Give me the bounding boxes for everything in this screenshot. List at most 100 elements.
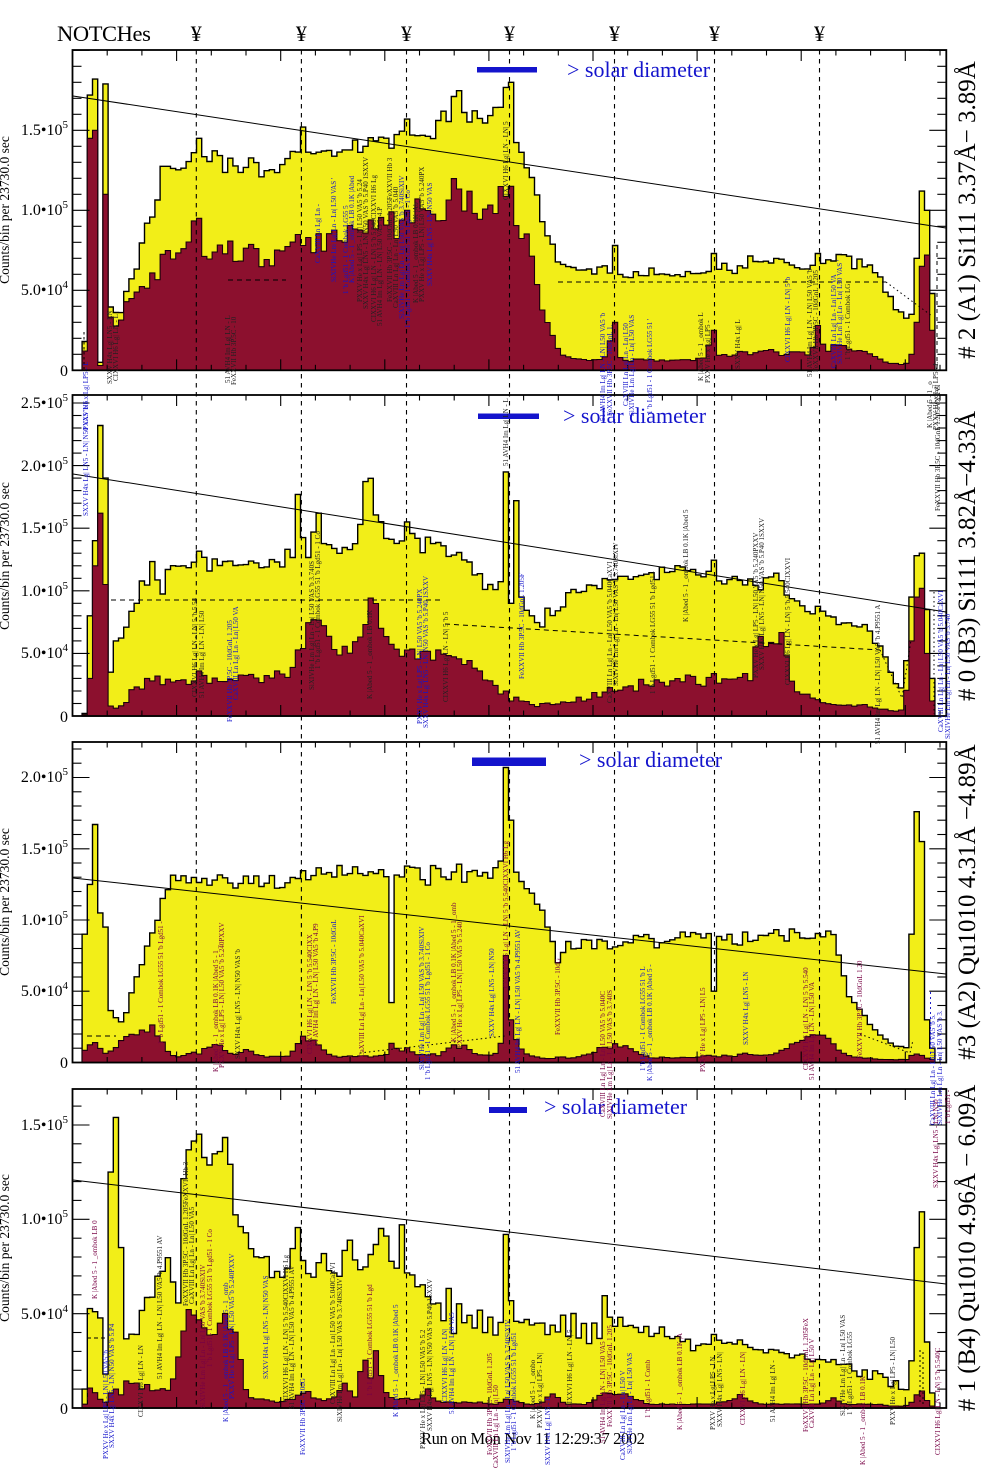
svg-text:CIXXVI H6 Lg| LN - LN| 5 'b 5.: CIXXVI H6 Lg| LN - LN| 5 'b 5.540CIXXVI … (502, 841, 510, 988)
svg-text:K |Abed 5 - 1 _ombok LB 0: K |Abed 5 - 1 _ombok LB 0 (91, 1220, 99, 1299)
svg-text:FeXXVII Hb 3P.5C - 10dGnL 1.: FeXXVII Hb 3P.5C - 10dGnL 1. (606, 324, 614, 416)
svg-text:> solar diameter: > solar diameter (579, 747, 723, 772)
svg-text:1.0•105: 1.0•105 (21, 1208, 69, 1228)
svg-text:CaXVIII Ln Lg| Ln - Ln| L50 V: CaXVIII Ln Lg| Ln - Ln| L50 V (619, 1370, 627, 1460)
svg-text:CaXVIII Ln Lg| Ln - Ln| L50: CaXVIII Ln Lg| Ln - Ln| L50 (492, 1385, 500, 1468)
svg-text:> solar diameter: > solar diameter (567, 57, 711, 82)
svg-text:> solar diameter: > solar diameter (563, 403, 707, 428)
svg-text:1 'b Lgd51 - 1 Combok LG55 5: 1 'b Lgd51 - 1 Combok LG55 5 (342, 205, 350, 294)
svg-text:¥: ¥ (401, 21, 412, 46)
svg-text:FeXXVII Hb 3P.5C - 10dGnL 1.20: FeXXVII Hb 3P.5C - 10dGnL 1.205FeXXVII H… (386, 157, 394, 302)
svg-text:K |Abed 5 - 1 _ombok LB 0.1K |: K |Abed 5 - 1 _ombok LB 0.1K |A (676, 1333, 684, 1430)
svg-text:2.0•105: 2.0•105 (21, 766, 69, 786)
svg-text:1 'b Lgd51 - 1 Combok LG55 51: 1 'b Lgd51 - 1 Combok LG55 51 'b Lgd51 -… (424, 942, 432, 1080)
svg-text:CaXVIII Ln Lg| Ln - Ln| L50 VA: CaXVIII Ln Lg| Ln - Ln| L50 VA5 'b 5.040 (392, 186, 400, 308)
svg-text:0: 0 (60, 1055, 68, 1072)
svg-text:51 AVH4 Im Lg| LN - LN| L50 VA: 51 AVH4 Im Lg| LN - LN| L50 VA5 (448, 1312, 456, 1414)
svg-text:SiXIVHe Lm Lg| Ln - Ln| L50 VA: SiXIVHe Lm Lg| Ln - Ln| L50 VAS 'b 3.740… (612, 543, 620, 686)
svg-text:SiXIVHe Lm Lg| Ln - Ln| L50 VA: SiXIVHe Lm Lg| Ln - Ln| L50 VAS 'b 3.740 (944, 613, 952, 739)
svg-text:Run on Mon Nov 11 12:29:37 200: Run on Mon Nov 11 12:29:37 2002 (421, 1429, 645, 1448)
svg-text:K |Abed 5 - 1 _ombok LB 0.1K: K |Abed 5 - 1 _ombok LB 0.1K (859, 1376, 867, 1465)
svg-text:2.0•105: 2.0•105 (21, 455, 69, 475)
svg-text:FeXXVII Hb 3P.5C - 10dG: FeXXVII Hb 3P.5C - 10dG (299, 1378, 307, 1455)
svg-text:FeXXVII Hb 3P.5C - 10dGnL 1.20: FeXXVII Hb 3P.5C - 10dGnL 1.205FeXXVII H… (182, 1161, 190, 1306)
svg-text:CIXXVI H6 Lg| LN - LN| 5 'b 5.: CIXXVI H6 Lg| LN - LN| 5 'b 5.540CIXX (306, 934, 314, 1054)
svg-text:K |Abed 5 - 1 _ombok LB 0.1K |: K |Abed 5 - 1 _ombok LB 0.1K |Ab (412, 202, 420, 303)
svg-text:CaXVIII Ln Lg| Ln - Ln| L50 VA: CaXVIII Ln Lg| Ln - Ln| L50 VA (232, 606, 240, 700)
svg-text:51 AVH4 Im Lg| LN - LN| L50 VA: 51 AVH4 Im Lg| LN - LN| L50 VA5 'b (806, 268, 814, 377)
svg-text:K |Abed 5 - 1 _o: K |Abed 5 - 1 _o (926, 381, 934, 428)
svg-text:51 AVH4 Im Lg| LN - L: 51 AVH4 Im Lg| LN - L (224, 315, 232, 383)
svg-text:FeXXVII Hb 3P.5C - 10dGnL 1.20: FeXXVII Hb 3P.5C - 10dGnL 1.205 (486, 1353, 494, 1455)
svg-text:CaXVIII Ln Lg| Ln - Ln| L50 VA: CaXVIII Ln Lg| Ln - Ln| L50 VA5 'b 5.040… (606, 561, 614, 703)
svg-text:PXXV He x Lg| LP5 - LN| L50 VA: PXXV He x Lg| LP5 - LN| L50 VA5 'b 5.240… (228, 1254, 236, 1399)
svg-text:CIXXVI H6 Lg| LN - LN| 5 'b 5.: CIXXVI H6 Lg| LN - LN| 5 'b 5.54 (191, 597, 199, 697)
svg-text:SXXV H4x Lg| LN5 - LN| N50: SXXV H4x Lg| LN5 - LN| N50 (932, 1099, 940, 1188)
svg-text:SXXV H4x Lg| LN5 - LN| N50: SXXV H4x Lg| LN5 - LN| N50 (488, 948, 496, 1037)
svg-text:¥: ¥ (296, 21, 307, 46)
svg-text:PXXV He x Lg| LP5 - L: PXXV He x Lg| LP5 - L (82, 361, 90, 430)
svg-text:FeXXVII Hb 3P.5C - 10dGnL 1.20: FeXXVII Hb 3P.5C - 10dGnL 1.205F (518, 573, 526, 679)
svg-text:1 'b Lgd51 -: 1 'b Lgd51 - (944, 1089, 952, 1124)
svg-text:0: 0 (60, 709, 68, 726)
svg-text:1 'b Lgd51 - 1 Combok LG55 51: 1 'b Lgd51 - 1 Combok LG55 51 'b Lgd51 -… (314, 531, 322, 669)
svg-text:SXXV H4x Lg| LN5 - LN: SXXV H4x Lg| LN5 - LN (106, 311, 114, 384)
svg-text:SiXIVHe Lm Lg| Ln - Ln| L50 VA: SiXIVHe Lm Lg| Ln - Ln| L50 VAS (628, 315, 636, 416)
svg-text:0: 0 (60, 363, 68, 380)
svg-text:FeXXVII Hb 3P.5C - 10dGnL 1.20: FeXXVII Hb 3P.5C - 10dGnL 1.205 (606, 1325, 614, 1427)
svg-text:# 1 (B4) Qu1010 4.96Å − 6.09Å: # 1 (B4) Qu1010 4.96Å − 6.09Å (954, 1085, 981, 1412)
svg-text:1.0•105: 1.0•105 (21, 199, 69, 219)
svg-text:1 'b Lgd51 - 1 Combok LG55 51: 1 'b Lgd51 - 1 Combok LG55 51 'b Lgd (366, 1284, 374, 1396)
svg-text:K |Abed 5 - 1 _ombok LB 0.1K |: K |Abed 5 - 1 _ombok LB 0.1K |Abed 5 (682, 509, 690, 622)
svg-text:CIXXVI H6 Lg| LN - LN| 5: CIXXVI H6 Lg| LN - LN| 5 (502, 121, 510, 200)
svg-text:PXXV He x Lg| LP5 - LN| L50 VA: PXXV He x Lg| LP5 - LN| L50 VA5 'b 5.2 (419, 1329, 427, 1449)
svg-text:CIXXVI H6 Lg| LN - LN| 5 'b: CIXXVI H6 Lg| LN - LN| 5 'b (784, 276, 792, 362)
svg-text:SiXIVHe Lm Lg| Ln - Ln| L50 VA: SiXIVHe Lm Lg| Ln - Ln| L50 VAS 'b 3.740… (418, 927, 426, 1070)
svg-text:¥: ¥ (504, 21, 515, 46)
svg-text:CaXVIII Ln Lg| Ln - Ln| L50 VA: CaXVIII Ln Lg| Ln - Ln| L50 VA5 'b 5.040… (358, 915, 366, 1057)
svg-text:SiXIVHe Lm Lg| Ln - Ln| L50 VA: SiXIVHe Lm Lg| Ln - Ln| L50 VAS 'b 3. (936, 1010, 944, 1125)
svg-text:CIXXVI H6 Lg| LN - LN|: CIXXVI H6 Lg| LN - LN| (739, 1352, 747, 1425)
svg-text:CIXXVI H6 Lg| LN - LN| 5 'b 5.: CIXXVI H6 Lg| LN - LN| 5 'b 5.540CIXXVI … (282, 1255, 290, 1402)
svg-text:CaXVIII Ln Lg| Ln - Ln| L50 VA: CaXVIII Ln Lg| Ln - Ln| L50 VA5 'b 5.040… (329, 1262, 337, 1404)
svg-text:51 AVH4 Im Lg| LN - LN| L50 VA: 51 AVH4 Im Lg| LN - LN| L50 VA5 'b 4.P95… (874, 605, 882, 744)
svg-text:FeXXVII Hb 3P.5C - 10dGnL 1.20: FeXXVII Hb 3P.5C - 10dGnL 1.205FeX (802, 1318, 810, 1432)
svg-text:Counts/bin per 23730.0 sec: Counts/bin per 23730.0 sec (0, 482, 12, 630)
svg-text:0: 0 (60, 1401, 68, 1418)
svg-text:51 AVH4 Im Lg| LN - L: 51 AVH4 Im Lg| LN - L (502, 398, 510, 466)
svg-text:51 AVH4 Im Lg| LN - LN| L50 VA: 51 AVH4 Im Lg| LN - LN| L50 VA5 'b 4.P95… (288, 1265, 296, 1409)
svg-text:PXXV He x Lg| LP5 -: PXXV He x Lg| LP5 - (704, 320, 712, 383)
svg-text:CaXVIII Ln Lg| Ln - Ln| L50 VA: CaXVIII Ln Lg| Ln - Ln| L50 VA5 'b 5.040… (937, 590, 945, 732)
svg-text:PXXV He x Lg| LP5 - LN| L50 VA: PXXV He x Lg| LP5 - LN| L50 VA5 'b 5.24 (356, 179, 364, 302)
svg-text:¥: ¥ (191, 21, 202, 46)
svg-text:CIXXVI H6 Lg| LN - LN| 5 'b 5.: CIXXVI H6 Lg| LN - LN| 5 'b 5.540CIXXVI (784, 557, 792, 685)
svg-text:CaXVIII Ln Lg| Ln - Ln| L50: CaXVIII Ln Lg| Ln - Ln| L50 (622, 323, 630, 406)
svg-text:CIXXVI H6 Lg| LN - LN: CIXXVI H6 Lg| LN - LN (137, 1345, 145, 1417)
svg-text:FeXXVII Hb 3P.5C - 10dGnL 1.20: FeXXVII Hb 3P.5C - 10dGnL 1.20 (856, 960, 864, 1059)
svg-text:1.0•105: 1.0•105 (21, 909, 69, 929)
svg-text:CIXXVI H6 Lg| LN - LN| 5 'b 5.: CIXXVI H6 Lg| LN - LN| 5 'b 5.540C (934, 1347, 942, 1455)
svg-text:1 'b Lgd51 - 1 Combok LG55 51: 1 'b Lgd51 - 1 Combok LG55 51 'b L (639, 966, 647, 1071)
svg-text:K |Abed 5 - 1 _ombok LB 0.1K |: K |Abed 5 - 1 _ombok LB 0.1K |Abed 5 (392, 1304, 400, 1417)
svg-text:K |Abed 5 - 1 _ombo: K |Abed 5 - 1 _ombo (529, 1359, 537, 1419)
svg-text:¥: ¥ (609, 21, 620, 46)
svg-text:SXXV H4x Lg| LN5 - LN| N50 VAS: SXXV H4x Lg| LN5 - LN| N50 VAS 'b 5.P40 … (362, 157, 370, 309)
svg-text:SXXV H4x Lg| LN5 - LN|: SXXV H4x Lg| LN5 - LN| (716, 1352, 724, 1427)
svg-text:SiXIVHe Lm Lg| Ln - Ln| L50 VA: SiXIVHe Lm Lg| Ln - Ln| L50 VAS 'b 3.740… (606, 990, 614, 1119)
svg-text:CIXXVI H6 Lg| LN - LN| 5 'b 5.: CIXXVI H6 Lg| LN - LN| 5 'b 5.540CIXXVI … (370, 175, 378, 322)
svg-text:1.5•105: 1.5•105 (21, 119, 69, 139)
svg-text:1 'b Lgd51 - 1 Combok LG55: 1 'b Lgd51 - 1 Combok LG55 (846, 1331, 854, 1415)
svg-text:K |Abed 5 - 1 _ombok LB 0.1K |: K |Abed 5 - 1 _ombok LB 0.1K |Abed 5 - (646, 964, 654, 1081)
svg-text:51 AVH4 Im Lg| LN - LN| L50 VA: 51 AVH4 Im Lg| LN - LN| L50 VA5 ' (599, 1338, 607, 1443)
svg-text:SiXIVHe Lm Lg| Ln - Ln| L50 VA: SiXIVHe Lm Lg| Ln - Ln| L50 VAS (626, 1353, 634, 1454)
svg-text:CaXVIII Ln Lg| Ln - Ln| L50 VA: CaXVIII Ln Lg| Ln - Ln| L50 VA5 'b 5.040… (599, 991, 607, 1117)
svg-text:SXXV H4x Lg| LN5 - LN| N50 VAS: SXXV H4x Lg| LN5 - LN| N50 VAS (262, 1276, 270, 1379)
svg-text:FeXXVII Hb 3P.5C - 10dGnL 1.20: FeXXVII Hb 3P.5C - 10dGnL 1.205 (812, 270, 820, 372)
svg-text:5.0•104: 5.0•104 (21, 1303, 69, 1323)
svg-text:Counts/bin per 23730.0 sec: Counts/bin per 23730.0 sec (0, 136, 12, 284)
svg-text:PXXV He x Lg| LP5 - L: PXXV He x Lg| LP5 - L (932, 361, 940, 430)
svg-text:K |Abed 5 - 1 _ombok L: K |Abed 5 - 1 _ombok L (697, 312, 705, 381)
svg-text:PXXV He x Lg| LP5 - LN|: PXXV He x Lg| LP5 - LN| (536, 1353, 544, 1428)
svg-text:1 'b Lgd51 - 1 Combok LG55 51: 1 'b Lgd51 - 1 Combok LG55 51 'b Lgd51 (510, 1332, 518, 1451)
svg-text:SXXV H4x Lg| LN5 - L: SXXV H4x Lg| LN5 - L (544, 1397, 552, 1465)
